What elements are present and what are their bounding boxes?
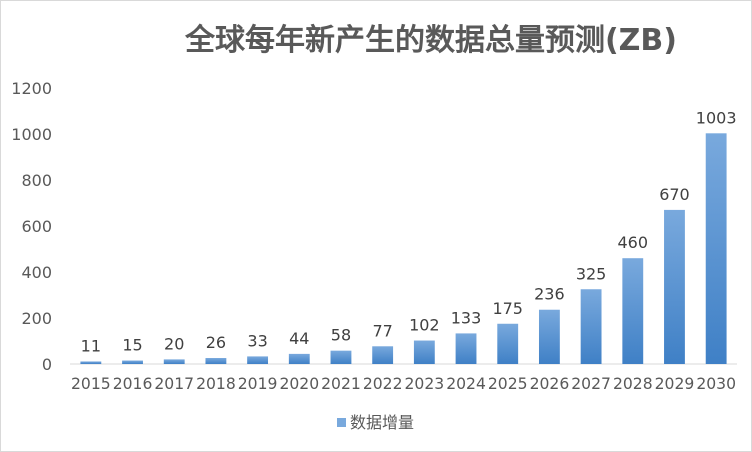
data-label-2030: 1003 [696, 108, 737, 127]
bar-2029 [664, 209, 685, 364]
x-tick-label-2029: 2029 [655, 374, 695, 393]
data-label-2029: 670 [659, 185, 690, 204]
bar-2020 [288, 353, 310, 364]
bars-group: 11 15 20 26 33 44 58 77 102 133 175 236 325 460 670 100… [80, 108, 737, 364]
x-tick-label-2021: 2021 [321, 374, 361, 393]
bar-2017 [163, 359, 185, 364]
y-tick-label: 1200 [11, 79, 52, 98]
x-tick-label-2025: 2025 [488, 374, 528, 393]
bar-2019 [247, 356, 269, 364]
data-label-2020: 44 [289, 329, 309, 348]
y-tick-label: 1000 [11, 125, 52, 144]
data-label-2016: 15 [122, 336, 142, 355]
x-tick-label-2028: 2028 [613, 374, 653, 393]
data-label-2019: 33 [247, 331, 267, 350]
data-label-2023: 102 [409, 316, 440, 335]
bar-2024 [455, 333, 477, 364]
bar-2028 [622, 258, 644, 364]
bar-2030 [705, 133, 727, 364]
x-axis: 2015 2016 2017 2018 2019 2020 2021 2022 2023 2024… [71, 374, 736, 393]
legend-swatch [337, 418, 346, 427]
x-tick-label-2019: 2019 [238, 374, 278, 393]
bar-2025 [497, 323, 519, 364]
data-label-2025: 175 [492, 299, 523, 318]
data-label-2027: 325 [576, 264, 607, 283]
data-label-2015: 11 [81, 336, 101, 355]
y-tick-label: 400 [21, 263, 52, 282]
y-tick-label: 0 [42, 355, 52, 374]
bar-2026 [538, 309, 560, 364]
bar-2022 [372, 346, 394, 364]
data-label-2028: 460 [618, 233, 649, 252]
bar-2015 [80, 361, 102, 364]
chart-title: 全球每年新产生的数据总量预测(ZB) [184, 23, 677, 58]
data-label-2024: 133 [451, 308, 482, 327]
data-label-2022: 77 [372, 321, 392, 340]
x-tick-label-2023: 2023 [405, 374, 445, 393]
x-tick-label-2022: 2022 [363, 374, 403, 393]
bar-2021 [330, 350, 352, 364]
y-tick-label: 600 [21, 217, 52, 236]
x-tick-label-2020: 2020 [279, 374, 319, 393]
bar-2018 [205, 358, 227, 364]
y-axis: 0 200 400 600 800 1000 1200 [11, 79, 52, 374]
x-tick-label-2018: 2018 [196, 374, 236, 393]
x-tick-label-2027: 2027 [571, 374, 611, 393]
x-tick-label-2017: 2017 [154, 374, 194, 393]
y-tick-label: 200 [21, 309, 52, 328]
bar-2027 [580, 289, 602, 364]
bar-2016 [122, 360, 143, 364]
bar-2023 [413, 340, 435, 364]
legend: 数据增量 [337, 413, 414, 432]
x-tick-label-2030: 2030 [696, 374, 736, 393]
legend-label: 数据增量 [350, 413, 414, 432]
data-label-2017: 20 [164, 334, 184, 353]
data-label-2018: 26 [206, 333, 226, 352]
y-tick-label: 800 [21, 171, 52, 190]
x-tick-label-2024: 2024 [446, 374, 486, 393]
data-label-2021: 58 [331, 326, 351, 345]
data-label-2026: 236 [534, 285, 565, 304]
x-tick-label-2026: 2026 [530, 374, 570, 393]
x-tick-label-2015: 2015 [71, 374, 111, 393]
x-tick-label-2016: 2016 [113, 374, 153, 393]
